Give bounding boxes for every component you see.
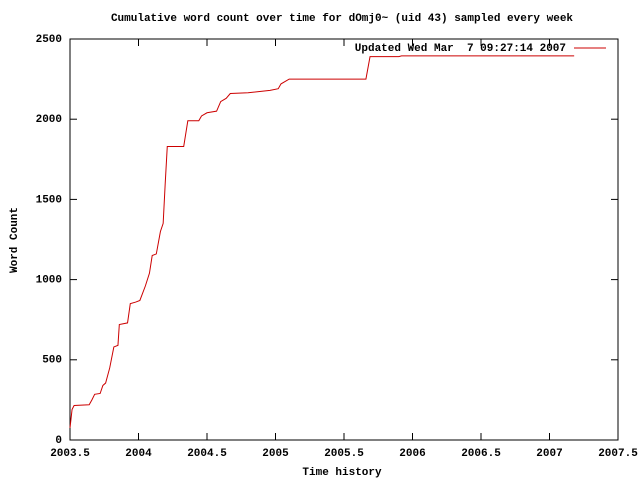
y-tick-label: 2000 [36,114,62,126]
data-line [69,55,575,429]
x-tick-label: 2006.5 [461,448,501,460]
y-axis-label: Word Count [9,207,21,273]
x-tick-label: 2004.5 [187,448,227,460]
y-tick-label: 1000 [36,275,62,287]
x-tick-label: 2005 [262,448,289,460]
y-tick-label: 0 [55,435,62,447]
x-tick-label: 2006 [399,448,425,460]
legend-label: Updated Wed Mar 7 09:27:14 2007 [355,43,566,55]
x-tick-label: 2003.5 [50,448,90,460]
y-tick-label: 1500 [36,194,62,206]
x-axis-label: Time history [302,467,382,479]
x-tick-label: 2005.5 [324,448,364,460]
chart-title: Cumulative word count over time for dOmj… [111,13,573,25]
x-tick-label: 2007.5 [598,448,638,460]
y-tick-label: 2500 [36,34,62,46]
x-tick-label: 2007 [536,448,562,460]
x-tick-label: 2004 [125,448,152,460]
y-tick-label: 500 [42,355,62,367]
